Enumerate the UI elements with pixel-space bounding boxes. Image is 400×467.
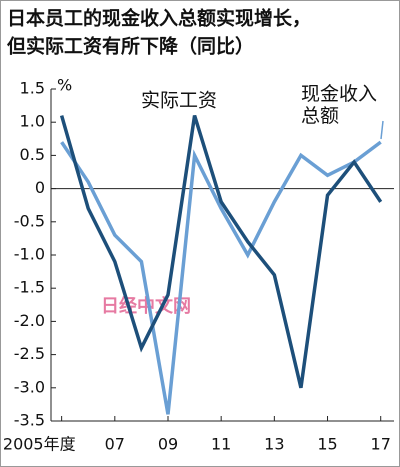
label-leader [380, 120, 384, 140]
x-tick-label: 15 [317, 435, 337, 454]
y-tick-label: 1.0 [20, 112, 45, 131]
series-line [60, 140, 382, 415]
y-tick-label: -1.5 [14, 278, 45, 297]
watermark: 日经中文网 [101, 295, 191, 317]
y-tick-label: 0.5 [20, 145, 45, 164]
x-tick-label: 2005年度 [3, 435, 76, 454]
y-tick-label: -2.5 [14, 344, 45, 363]
y-unit: % [57, 76, 72, 95]
chart-title: 但实际工资有所下降（同比） [7, 35, 254, 58]
y-tick-label: 0 [35, 178, 45, 197]
y-tick-label: -1.0 [14, 245, 45, 264]
y-tick-label: -2.0 [14, 311, 45, 330]
series-label: 实际工资 [141, 90, 217, 112]
series-label: 现金收入总额 [301, 83, 378, 127]
series-line [59, 115, 383, 389]
y-tick-label: -3.5 [14, 411, 45, 430]
y-tick-label: 1.5 [20, 79, 45, 98]
chart-title: 日本员工的现金收入总额实现增长， [7, 7, 311, 30]
x-tick-label: 07 [105, 435, 125, 454]
x-tick-label: 17 [371, 435, 391, 454]
y-tick-label: -3.0 [14, 377, 45, 396]
x-tick-label: 11 [211, 435, 231, 454]
x-tick-label: 09 [158, 435, 178, 454]
x-tick-label: 13 [264, 435, 284, 454]
y-tick-label: -0.5 [14, 211, 45, 230]
